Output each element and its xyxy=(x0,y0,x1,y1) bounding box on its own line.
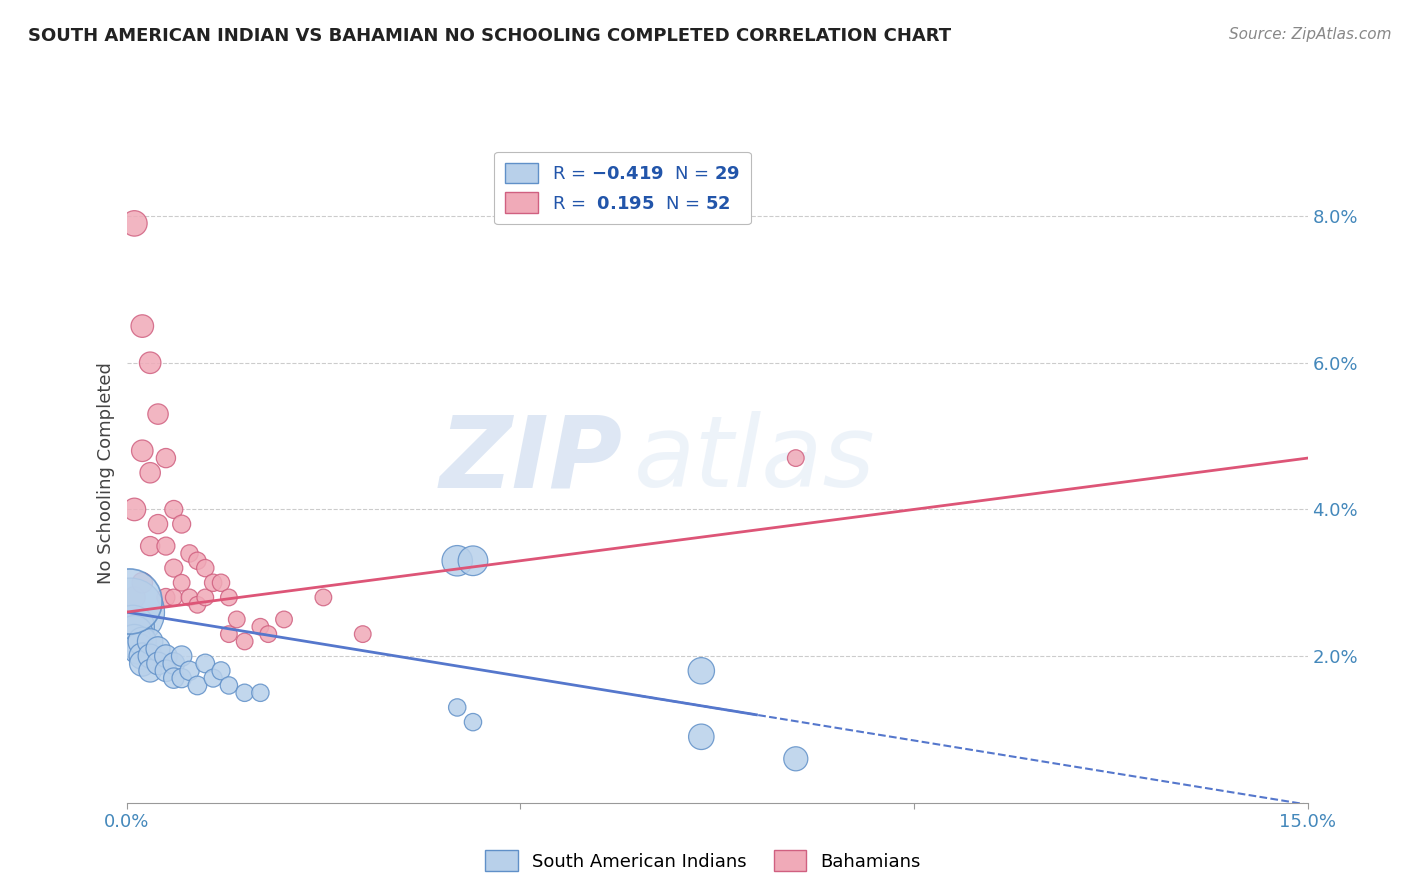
Point xyxy=(139,356,162,370)
Point xyxy=(249,620,271,634)
Point xyxy=(131,634,153,648)
Point xyxy=(249,686,271,700)
Point xyxy=(118,594,141,608)
Point xyxy=(131,575,153,590)
Text: SOUTH AMERICAN INDIAN VS BAHAMIAN NO SCHOOLING COMPLETED CORRELATION CHART: SOUTH AMERICAN INDIAN VS BAHAMIAN NO SCH… xyxy=(28,27,952,45)
Point xyxy=(124,502,146,516)
Point xyxy=(690,664,713,678)
Point xyxy=(186,598,208,612)
Point xyxy=(127,641,149,656)
Point xyxy=(120,605,142,619)
Point xyxy=(155,539,177,553)
Point xyxy=(690,730,713,744)
Point xyxy=(146,657,169,671)
Legend: R = $\mathbf{-0.419}$  N = $\mathbf{29}$, R =  $\mathbf{0.195}$  N = $\mathbf{52: R = $\mathbf{-0.419}$ N = $\mathbf{29}$,… xyxy=(495,152,751,224)
Text: ZIP: ZIP xyxy=(440,411,623,508)
Point xyxy=(139,466,162,480)
Point xyxy=(186,554,208,568)
Point xyxy=(233,686,256,700)
Point xyxy=(139,634,162,648)
Point xyxy=(312,591,335,605)
Point xyxy=(146,407,169,421)
Point xyxy=(170,517,193,532)
Text: atlas: atlas xyxy=(634,411,876,508)
Point xyxy=(218,678,240,692)
Point xyxy=(155,451,177,466)
Point xyxy=(179,591,201,605)
Point xyxy=(139,539,162,553)
Point xyxy=(131,657,153,671)
Point xyxy=(202,671,225,685)
Point xyxy=(194,657,217,671)
Point xyxy=(131,649,153,664)
Point xyxy=(186,678,208,692)
Point xyxy=(170,575,193,590)
Legend: South American Indians, Bahamians: South American Indians, Bahamians xyxy=(478,843,928,879)
Point xyxy=(155,649,177,664)
Point xyxy=(163,671,186,685)
Point xyxy=(146,641,169,656)
Point xyxy=(194,591,217,605)
Point xyxy=(163,561,186,575)
Point xyxy=(139,664,162,678)
Point xyxy=(131,443,153,458)
Point xyxy=(170,671,193,685)
Point xyxy=(146,517,169,532)
Point xyxy=(170,649,193,664)
Point xyxy=(209,664,232,678)
Point xyxy=(273,612,295,626)
Point xyxy=(257,627,280,641)
Point xyxy=(124,627,146,641)
Point xyxy=(179,546,201,560)
Point xyxy=(218,591,240,605)
Point xyxy=(124,216,146,230)
Point xyxy=(233,634,256,648)
Point xyxy=(163,502,186,516)
Point xyxy=(461,554,484,568)
Point xyxy=(194,561,217,575)
Point xyxy=(163,657,186,671)
Point xyxy=(124,591,146,605)
Point xyxy=(121,620,143,634)
Point xyxy=(785,752,807,766)
Point xyxy=(124,634,146,648)
Y-axis label: No Schooling Completed: No Schooling Completed xyxy=(97,362,115,583)
Point xyxy=(155,591,177,605)
Point xyxy=(139,649,162,664)
Point xyxy=(202,575,225,590)
Point xyxy=(446,554,468,568)
Point xyxy=(225,612,247,626)
Point xyxy=(179,664,201,678)
Point xyxy=(785,451,807,466)
Point xyxy=(218,627,240,641)
Point xyxy=(209,575,232,590)
Point xyxy=(155,664,177,678)
Point xyxy=(163,591,186,605)
Point xyxy=(131,319,153,334)
Point xyxy=(352,627,374,641)
Point xyxy=(446,700,468,714)
Text: Source: ZipAtlas.com: Source: ZipAtlas.com xyxy=(1229,27,1392,42)
Point xyxy=(461,715,484,730)
